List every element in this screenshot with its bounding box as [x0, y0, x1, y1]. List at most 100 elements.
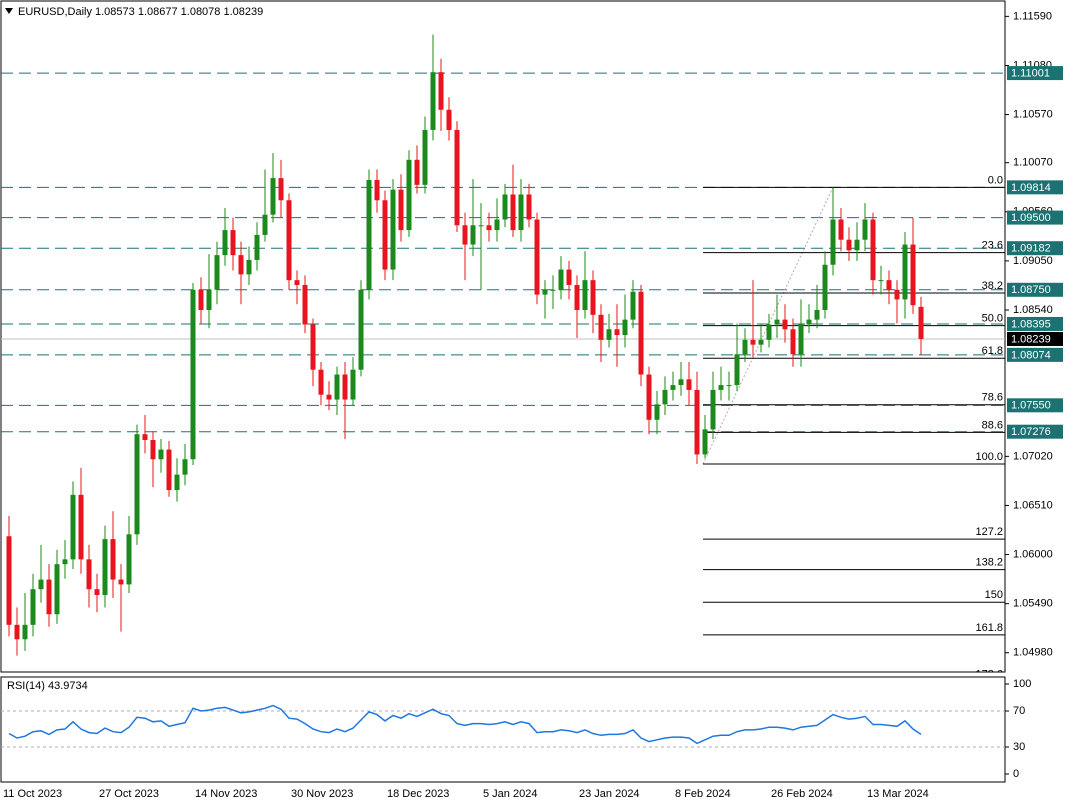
level-label-box: [1007, 66, 1063, 81]
candle-body: [726, 385, 732, 387]
fib-label: 150: [985, 589, 1003, 601]
candle-body: [302, 284, 308, 325]
candle-body: [326, 394, 332, 400]
fib-label: 0.0: [988, 174, 1003, 186]
candle-body: [830, 219, 836, 265]
candle-body: [366, 180, 372, 290]
candle-body: [422, 129, 428, 185]
candle-body: [878, 280, 884, 282]
level-label: 1.09182: [1011, 243, 1051, 255]
fib-label: 23.6: [982, 240, 1003, 252]
candle-body: [814, 310, 820, 320]
candle-body: [854, 239, 860, 251]
candle-body: [590, 280, 596, 315]
candle-body: [182, 459, 188, 475]
candle-body: [710, 389, 716, 430]
current-price-box: [1007, 331, 1063, 346]
x-tick-label: 5 Jan 2024: [483, 788, 537, 800]
candle-body: [886, 280, 892, 290]
rsi-frame: [0, 676, 1006, 783]
candle-body: [430, 72, 436, 130]
candle-body: [294, 280, 300, 285]
menu-triangle: [5, 8, 13, 14]
candle-body: [414, 159, 420, 185]
candle-body: [702, 429, 708, 455]
candle-body: [654, 404, 660, 420]
y-tick-label: 1.10570: [1013, 108, 1053, 120]
candle-body: [582, 280, 588, 311]
candle-body: [542, 289, 548, 295]
level-label-box: [1007, 316, 1063, 331]
candle-body: [110, 539, 116, 580]
rsi-title: RSI(14) 43.9734: [7, 680, 88, 692]
candle-body: [446, 109, 452, 130]
y-tick-label: 1.08540: [1013, 304, 1053, 316]
level-label: 1.08074: [1011, 349, 1051, 361]
candle-body: [286, 200, 292, 281]
candle-body: [246, 259, 252, 275]
candle-body: [630, 291, 636, 320]
plot-frame: [0, 0, 1006, 673]
candle-body: [406, 159, 412, 231]
x-tick-label: 27 Oct 2023: [99, 788, 159, 800]
candle-body: [526, 194, 532, 220]
candle-body: [782, 319, 788, 330]
level-label: 1.07276: [1011, 426, 1051, 438]
candle-body: [686, 379, 692, 390]
candle-body: [6, 536, 12, 625]
candle-body: [278, 178, 284, 201]
fib-label: 78.6: [982, 392, 1003, 404]
candle-body: [342, 374, 348, 400]
x-tick-label: 8 Feb 2024: [675, 788, 731, 800]
candle-body: [798, 324, 804, 355]
candle-body: [462, 225, 468, 245]
candle-body: [62, 559, 68, 565]
current-price-label: 1.08239: [1011, 333, 1051, 345]
candle-body: [478, 225, 484, 227]
fib-label: 127.2: [975, 526, 1003, 538]
candle-body: [222, 230, 228, 256]
y-tick-label: 1.05490: [1013, 598, 1053, 610]
rsi-tick-label: 100: [1013, 678, 1031, 690]
candle-body: [598, 314, 604, 340]
y-tick-label: 1.06000: [1013, 548, 1053, 560]
x-tick-label: 14 Nov 2023: [195, 788, 257, 800]
rsi-tick-label: 30: [1013, 741, 1025, 753]
candle-body: [30, 589, 36, 625]
rsi-area: [1, 704, 1005, 748]
level-label-box: [1007, 241, 1063, 256]
candle-body: [486, 225, 492, 231]
candle-body: [118, 579, 124, 585]
candle-body: [558, 269, 564, 290]
candle-body: [870, 219, 876, 281]
candle-body: [750, 339, 756, 345]
rsi-tick-label: 70: [1013, 705, 1025, 717]
candle-body: [158, 449, 164, 460]
candle-body: [310, 324, 316, 370]
candle-body: [374, 180, 380, 201]
candle-body: [646, 374, 652, 420]
x-tick-label: 18 Dec 2023: [387, 788, 449, 800]
candle-body: [134, 434, 140, 535]
candle-body: [550, 289, 556, 291]
candle-body: [390, 189, 396, 270]
level-label-box: [1007, 424, 1063, 439]
candle-body: [534, 219, 540, 295]
candle-body: [254, 234, 260, 260]
candle-body: [206, 289, 212, 311]
fib-label: 178.6: [975, 668, 1003, 680]
candle-body: [22, 624, 28, 640]
candle-body: [126, 534, 132, 585]
candle-body: [46, 579, 52, 615]
candle-body: [438, 72, 444, 110]
candle-body: [718, 385, 724, 390]
candle-body: [790, 329, 796, 355]
candle-body: [350, 369, 356, 400]
fib-label: 38.2: [982, 280, 1003, 292]
level-label: 1.08750: [1011, 284, 1051, 296]
candle-body: [86, 559, 92, 590]
candle-body: [518, 194, 524, 231]
candle-body: [678, 379, 684, 386]
level-label-box: [1007, 282, 1063, 297]
